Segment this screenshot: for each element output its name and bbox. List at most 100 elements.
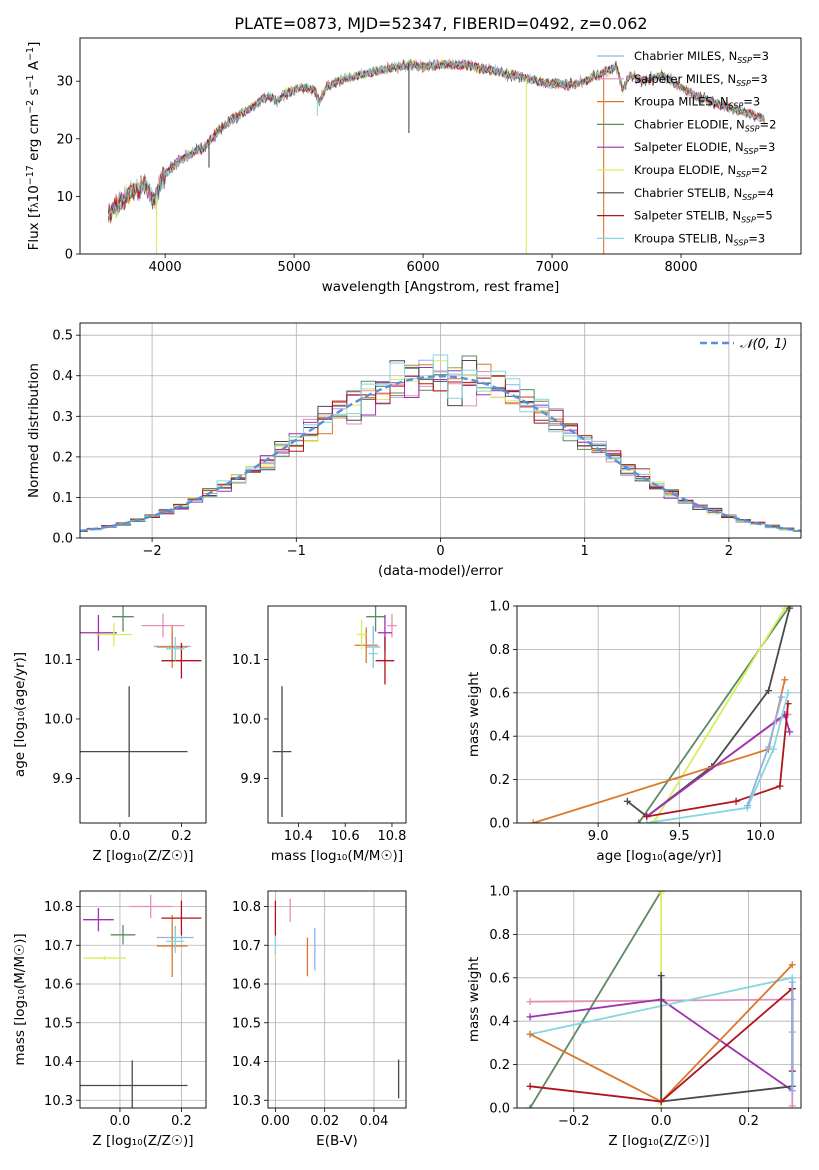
y-tick-label: 0.4 [52,369,73,384]
x-tick-label: 0.04 [359,1114,388,1129]
y-tick-label: 0.3 [52,410,73,425]
weight-vs-Z-plot-area [526,891,796,1108]
y-tick-label: 10.1 [44,653,73,668]
axes-frame [79,890,207,1109]
y-tick-label: 0.2 [52,450,73,465]
y-tick-label: 9.9 [52,772,73,787]
y-tick-label: 10.1 [232,653,261,668]
axes-frame [267,890,407,1109]
legend-entry: Chabrier MILES, NSSP=3 [634,49,769,65]
weight-line [646,703,789,818]
y-tick-label: 0.6 [489,971,510,986]
mass-vs-Z-plot-area [80,894,202,1108]
legend-entry: Salpeter ELODIE, NSSP=3 [634,140,775,156]
y-tick-label: 10.5 [232,1016,261,1031]
legend-entry: Kroupa STELIB, NSSP=3 [634,231,765,247]
x-tick-label: −2 [143,544,162,559]
x-tick-label: −1 [287,544,306,559]
y-tick-label: 10.0 [232,712,261,727]
x-axis-label: E(B-V) [316,1133,358,1149]
x-tick-label: 9.0 [588,829,609,844]
x-tick-label: 0.2 [738,1114,759,1129]
y-tick-label: 10.5 [44,1016,73,1031]
x-tick-label: 0.0 [110,1114,131,1129]
y-tick-label: 0.0 [52,532,73,547]
y-tick-label: 20 [56,132,73,147]
legend-entry: Chabrier STELIB, NSSP=4 [634,186,774,202]
y-tick-label: 10.4 [44,1055,73,1070]
x-tick-label: 0.02 [310,1114,339,1129]
histogram-series [80,354,801,532]
y-tick-label: 1.0 [489,600,510,615]
y-tick-label: 10.8 [232,900,261,915]
x-tick-label: 7000 [536,260,569,275]
y-tick-label: 10 [56,190,73,205]
weight-vs-Z-panel: −0.2 0.0 0.2 0.0 0.2 0.4 0.6 0.8 1.0 Z [log₁₀(Z/Z… [466,885,802,1149]
x-tick-label: 10.4 [284,829,313,844]
axes-frame [516,890,802,1109]
legend-entry: Salpeter MILES, NSSP=3 [634,72,768,88]
y-tick-label: 1.0 [489,885,510,900]
axes-frame [516,605,802,824]
mass-vs-Z-panel: 0.0 0.2 10.3 10.4 10.5 10.6 10.7 10.8 Z [log₁₀(Z… [12,890,207,1149]
y-tick-label: 0.8 [489,928,510,943]
y-tick-label: 0.4 [489,1015,510,1030]
legend-entry: 𝒩(0, 1) [740,337,787,352]
mass-vs-ebv-plot-area [274,898,400,1099]
axes-frame [267,605,407,824]
y-tick-label: 0.0 [489,817,510,832]
residuals-plot-area [80,354,801,533]
y-tick-label: 10.0 [44,712,73,727]
x-tick-label: 0.2 [171,829,192,844]
x-tick-label: 0.0 [110,829,131,844]
mass-vs-ebv-panel: 0.00 0.02 0.04 10.3 10.4 10.5 10.6 10.7 10.8 E(B-… [232,890,407,1149]
y-tick-label: 10.3 [44,1094,73,1109]
age-vs-mass-panel: 10.4 10.6 10.8 9.9 10.0 10.1 mass [log₁₀(M/M☉)… [232,605,407,864]
x-tick-label: −0.2 [558,1114,590,1129]
legend-entry: Salpeter STELIB, NSSP=5 [634,209,773,225]
y-tick-label: 10.3 [232,1094,261,1109]
weight-line [654,607,786,822]
spectrum-line [108,58,765,217]
y-tick-label: 10.7 [232,939,261,954]
y-tick-label: 0.6 [489,686,510,701]
weight-line [646,692,789,823]
y-axis-label: Flux [fλ10−17 erg cm−2 s−1 A−1] [25,42,43,251]
x-axis-label: Z [log₁₀(Z/Z☉)] [608,1133,709,1149]
weight-vs-age-panel: 9.0 9.5 10.0 0.0 0.2 0.4 0.6 0.8 1.0 age [log₁₀(a… [466,600,802,864]
x-axis-label: age [log₁₀(age/yr)] [596,848,721,864]
x-tick-label: 0 [436,544,444,559]
spectrum-panel: 4000 5000 6000 7000 8000 0 10 20 30 wavelength [A… [25,37,802,295]
legend-entry: Chabrier ELODIE, NSSP=2 [634,117,776,133]
x-tick-label: 10.8 [377,829,406,844]
x-axis-label: (data-model)/error [378,563,504,579]
y-tick-label: 0.4 [489,730,510,745]
age-vs-mass-plot-area [272,606,397,818]
axes-frame [79,37,802,255]
y-tick-label: 0 [65,248,73,263]
figure-title: PLATE=0873, MJD=52347, FIBERID=0492, z=0… [234,14,647,33]
x-tick-label: 9.5 [669,829,690,844]
weight-line [529,891,662,1108]
x-tick-label: 4000 [149,260,182,275]
legend-entry: Kroupa ELODIE, NSSP=2 [634,163,768,179]
y-tick-label: 0.2 [489,1058,510,1073]
axes-frame [79,322,802,539]
residuals-panel: −2 −1 0 1 2 0.0 0.1 0.2 0.3 0.4 0.5 (data-model)/er… [26,322,802,579]
x-axis-label: wavelength [Angstrom, rest frame] [322,279,560,295]
gaussian-curve [80,374,801,533]
y-tick-label: 0.2 [489,773,510,788]
y-tick-label: 10.8 [44,900,73,915]
x-tick-label: 0.00 [261,1114,290,1129]
x-tick-label: 0.2 [171,1114,192,1129]
y-tick-label: 0.1 [52,491,73,506]
y-axis-label: mass [log₁₀(M/M☉)] [12,933,28,1065]
y-tick-label: 10.6 [232,978,261,993]
age-vs-Z-panel: 0.0 0.2 9.9 10.0 10.1 Z [log₁₀(Z/Z☉)] age [log… [12,605,207,864]
y-tick-label: 0.0 [489,1102,510,1117]
weight-vs-age-plot-area [529,606,794,823]
x-tick-label: 1 [581,544,589,559]
legend-entry: Kroupa MILES, NSSP=3 [634,95,760,111]
x-axis-label: Z [log₁₀(Z/Z☉)] [92,848,193,864]
